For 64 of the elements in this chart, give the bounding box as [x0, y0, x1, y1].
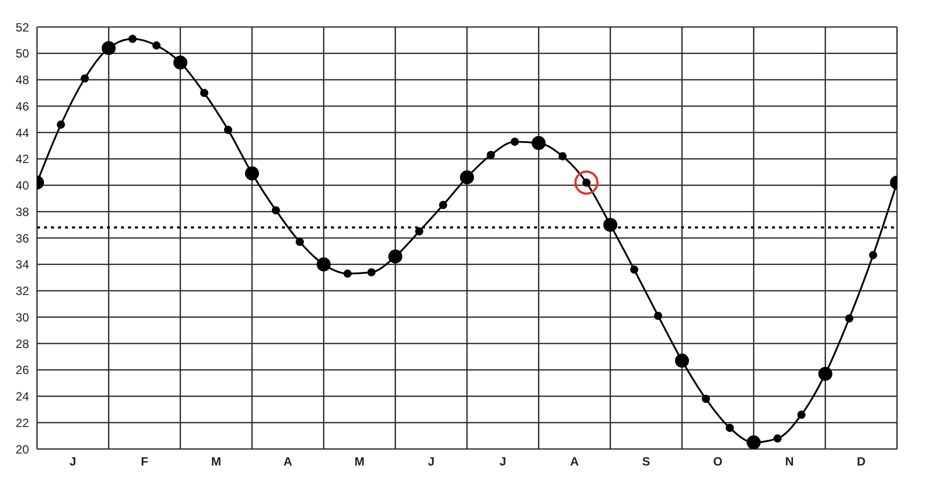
y-tick-label: 30	[16, 310, 30, 324]
point	[654, 312, 662, 320]
y-tick-label: 40	[16, 178, 30, 193]
point	[510, 138, 519, 146]
y-tick-label: 38	[16, 204, 30, 219]
point	[128, 34, 137, 43]
point	[574, 170, 599, 195]
x-tick-label: F	[140, 454, 148, 469]
x-tick-label: J	[428, 454, 435, 469]
point	[415, 227, 424, 236]
y-tick-label: 52	[16, 20, 30, 34]
x-tick-label: A	[570, 454, 580, 469]
y-tick-label: 20	[16, 442, 30, 456]
point	[845, 314, 854, 323]
y-tick-label: 36	[16, 231, 30, 246]
x-tick-label: J	[69, 454, 76, 469]
point	[702, 394, 710, 403]
point	[818, 366, 832, 381]
y-tick-label: 42	[16, 152, 30, 166]
x-tick-label: N	[785, 454, 794, 469]
point	[388, 249, 402, 264]
point	[603, 218, 618, 232]
point	[56, 120, 65, 129]
y-tick-label: 44	[16, 126, 30, 140]
x-tick-label: S	[642, 454, 650, 469]
point	[224, 126, 232, 134]
x-tick-label: J	[499, 454, 506, 469]
point	[80, 74, 89, 83]
point	[486, 150, 495, 160]
x-tick-label: D	[856, 454, 866, 469]
point	[152, 41, 161, 50]
point	[343, 270, 352, 278]
x-tick-label: M	[211, 454, 222, 469]
point	[773, 434, 782, 443]
y-tick-label: 28	[16, 336, 30, 351]
point	[869, 251, 878, 260]
point	[316, 257, 331, 272]
point	[173, 56, 188, 70]
x-tick-label: A	[283, 454, 292, 469]
y-tick-label: 50	[16, 46, 30, 61]
point	[296, 238, 304, 246]
point	[630, 266, 638, 274]
y-tick-label: 24	[16, 390, 30, 404]
point	[558, 152, 567, 160]
point	[532, 136, 546, 150]
point	[460, 170, 474, 184]
point	[200, 88, 208, 98]
point	[726, 424, 734, 432]
point	[367, 268, 376, 276]
y-tick-label: 48	[16, 73, 30, 88]
point	[439, 200, 448, 210]
x-tick-label: O	[713, 454, 723, 469]
point	[102, 41, 116, 56]
y-tick-label: 26	[16, 363, 30, 378]
y-tick-label: 34	[16, 258, 30, 272]
x-tick-label: M	[354, 454, 364, 469]
point	[245, 166, 259, 180]
point	[797, 410, 806, 419]
y-tick-label: 22	[16, 416, 30, 430]
y-tick-label: 32	[16, 284, 30, 298]
point	[675, 354, 689, 368]
point	[272, 206, 280, 214]
y-tick-label: 46	[16, 99, 30, 114]
point	[746, 435, 761, 449]
